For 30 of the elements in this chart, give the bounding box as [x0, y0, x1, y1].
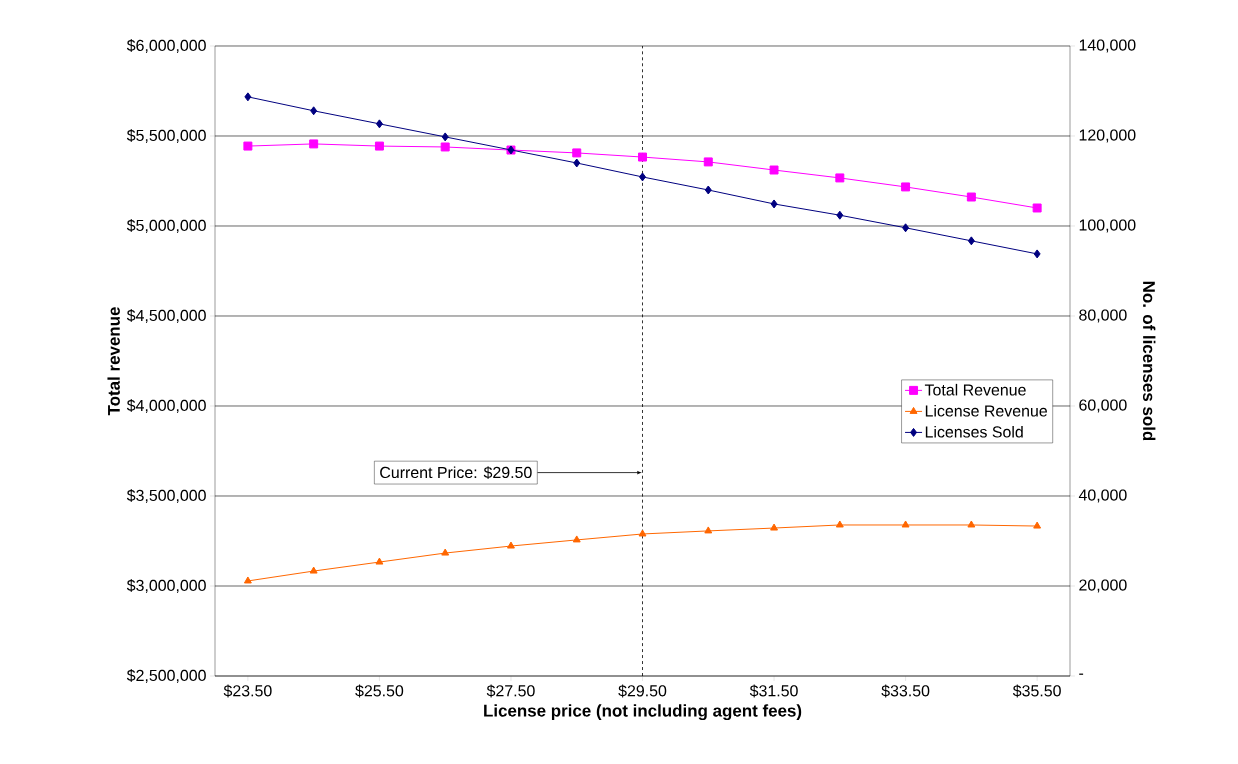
y2-tick-label: 60,000	[1079, 399, 1127, 413]
y2-axis-title: No. of licenses sold	[1142, 281, 1156, 441]
legend-label: Total Revenue	[924, 383, 1026, 396]
y-tick-label: $5,000,000	[126, 219, 206, 233]
y2-tick-label: -	[1079, 673, 1084, 675]
x-tick-label: $29.50	[618, 684, 667, 698]
legend-label: License Revenue	[925, 404, 1047, 417]
y2-tick-label: 140,000	[1079, 39, 1136, 53]
x-tick-label: $25.50	[355, 684, 404, 698]
x-tick-label: $31.50	[749, 684, 798, 698]
y2-tick-label: 40,000	[1078, 489, 1127, 503]
x-tick-label: $33.50	[881, 684, 930, 698]
x-tick-label: $35.50	[1012, 684, 1061, 698]
y2-tick-label: 120,000	[1079, 129, 1136, 143]
x-tick-label: $27.50	[486, 684, 535, 698]
y-axis-title: Total revenue	[107, 307, 120, 416]
legend-label: Licenses Sold	[925, 425, 1023, 438]
y2-tick-label: 20,000	[1079, 579, 1127, 593]
y-tick-label: $4,500,000	[126, 309, 206, 323]
annotation: Current Price: $29.50	[380, 466, 532, 480]
y2-tick-label: 100,000	[1079, 219, 1136, 233]
x-axis-title: License price (not including agent fees)	[484, 704, 802, 721]
y-tick-label: $3,500,000	[126, 489, 206, 503]
x-tick-label: $23.50	[223, 684, 272, 698]
y-tick-label: $6,000,000	[126, 39, 206, 53]
y-tick-label: $5,500,000	[126, 129, 206, 143]
y-tick-label: $3,000,000	[126, 579, 206, 593]
y-tick-label: $4,000,000	[126, 399, 206, 413]
y2-tick-label: 80,000	[1079, 309, 1127, 323]
y-tick-label: $2,500,000	[126, 669, 206, 683]
